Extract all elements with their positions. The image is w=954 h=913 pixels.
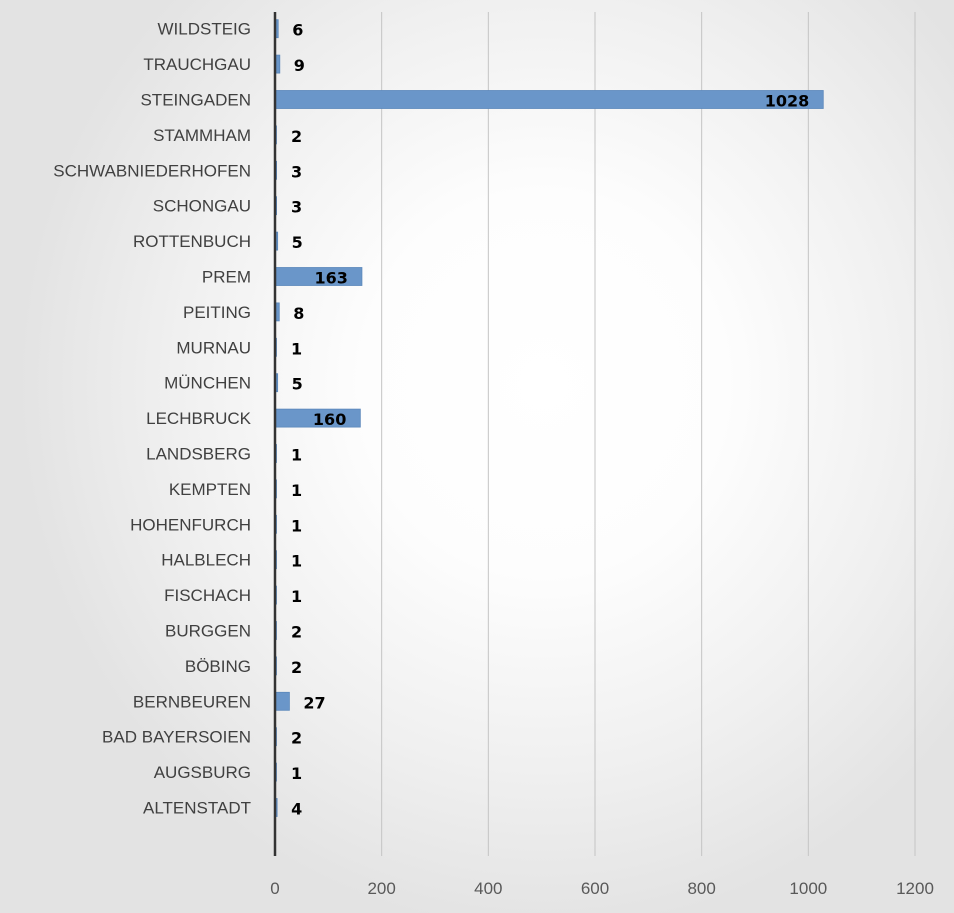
x-tick-label-600: 600 <box>581 879 609 898</box>
category-label-14: HOHENFURCH <box>130 515 251 534</box>
category-label-2: STEINGADEN <box>140 91 251 110</box>
data-label-15: 1 <box>291 552 302 571</box>
data-label-13: 1 <box>291 481 302 500</box>
bar-19 <box>274 691 290 711</box>
category-label-13: KEMPTEN <box>169 480 251 499</box>
data-label-6: 5 <box>292 233 303 252</box>
x-tick-label-800: 800 <box>687 879 715 898</box>
category-label-21: AUGSBURG <box>154 763 251 782</box>
data-label-17: 2 <box>291 623 302 642</box>
category-label-16: FISCHACH <box>164 586 251 605</box>
data-label-1: 9 <box>294 56 305 75</box>
category-label-7: PREM <box>202 268 251 287</box>
x-tick-label-1200: 1200 <box>896 879 934 898</box>
category-label-22: ALTENSTADT <box>143 799 251 818</box>
x-tick-label-200: 200 <box>367 879 395 898</box>
category-label-3: STAMMHAM <box>153 126 251 145</box>
category-label-9: MURNAU <box>176 338 251 357</box>
data-label-8: 8 <box>293 304 304 323</box>
data-label-0: 6 <box>292 21 303 40</box>
data-label-10: 5 <box>292 375 303 394</box>
category-label-15: HALBLECH <box>161 551 251 570</box>
category-label-18: BÖBING <box>185 657 251 676</box>
data-label-14: 1 <box>291 516 302 535</box>
category-label-5: SCHONGAU <box>153 197 251 216</box>
data-label-21: 1 <box>291 764 302 783</box>
data-label-19: 27 <box>303 693 325 712</box>
category-label-8: PEITING <box>183 303 251 322</box>
data-label-4: 3 <box>291 162 302 181</box>
data-label-3: 2 <box>291 127 302 146</box>
category-label-0: WILDSTEIG <box>157 20 251 39</box>
category-label-11: LECHBRUCK <box>146 409 252 428</box>
category-label-4: SCHWABNIEDERHOFEN <box>53 161 251 180</box>
data-label-11: 160 <box>313 410 346 429</box>
data-label-16: 1 <box>291 587 302 606</box>
data-label-20: 2 <box>291 729 302 748</box>
category-label-17: BURGGEN <box>165 622 251 641</box>
data-label-5: 3 <box>291 198 302 217</box>
x-tick-label-0: 0 <box>270 879 279 898</box>
data-label-18: 2 <box>291 658 302 677</box>
category-label-20: BAD BAYERSOIEN <box>102 728 251 747</box>
x-tick-label-1000: 1000 <box>789 879 827 898</box>
x-tick-label-400: 400 <box>474 879 502 898</box>
data-label-9: 1 <box>291 339 302 358</box>
category-label-10: MÜNCHEN <box>164 374 251 393</box>
category-label-19: BERNBEUREN <box>133 692 251 711</box>
category-label-1: TRAUCHGAU <box>143 55 251 74</box>
data-label-2: 1028 <box>765 92 810 111</box>
data-label-7: 163 <box>315 269 348 288</box>
data-label-12: 1 <box>291 446 302 465</box>
bar-2 <box>274 90 824 109</box>
category-label-6: ROTTENBUCH <box>133 232 251 251</box>
category-label-12: LANDSBERG <box>146 445 251 464</box>
data-label-22: 4 <box>291 800 302 819</box>
